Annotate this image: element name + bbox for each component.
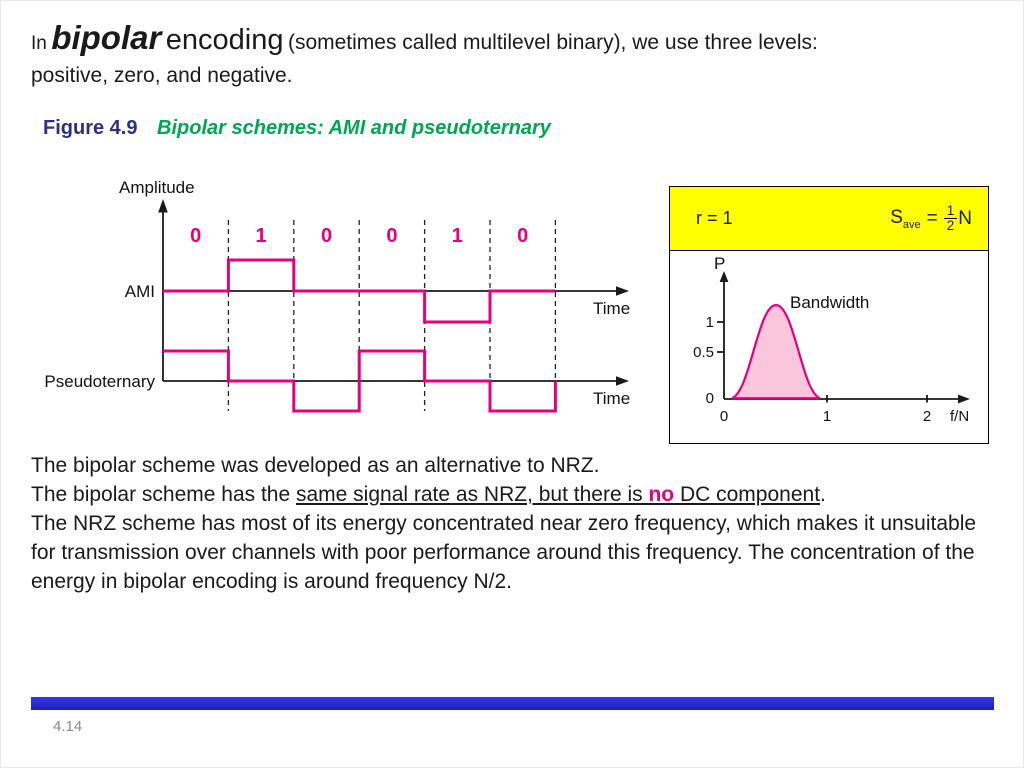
underlined-text-b: DC component — [674, 483, 821, 506]
intro-rest: (sometimes called multilevel binary), we… — [287, 31, 818, 54]
intro-term-bipolar: bipolar — [51, 19, 162, 56]
underlined-text-a: same signal rate as NRZ, but there is — [295, 483, 649, 506]
bandwidth-label: Bandwidth — [790, 293, 869, 312]
bandwidth-chart: P 1 0.5 0 0 1 2 f/N Bandwidth — [693, 254, 970, 425]
bit-boundary-lines — [227, 220, 557, 411]
y-tick-05: 0.5 — [693, 344, 714, 361]
bandwidth-panel-header: r = 1 Save = 1 2 N — [670, 187, 988, 251]
body-line-2: The bipolar scheme has the same signal r… — [31, 480, 996, 509]
pseudoternary-time-axis-arrow — [616, 376, 629, 386]
pseudoternary-time-label: Time — [593, 389, 630, 408]
bit-value: 0 — [190, 225, 201, 247]
body-line-1: The bipolar scheme was developed as an a… — [31, 454, 600, 477]
figure-number: Figure 4.9 — [43, 117, 138, 139]
s-symbol: Save — [890, 207, 920, 231]
fraction-denominator: 2 — [943, 218, 958, 233]
no-emphasis: no — [648, 483, 675, 506]
intro-line-2: positive, zero, and negative. — [31, 63, 293, 87]
p-axis-label: P — [714, 254, 725, 273]
footer-bar — [31, 697, 994, 710]
bandwidth-panel: r = 1 Save = 1 2 N P — [669, 186, 989, 444]
intro-prefix: In — [31, 33, 47, 54]
intro-line-1: In bipolar encoding (sometimes called mu… — [31, 17, 996, 60]
one-half-fraction: 1 2 — [943, 202, 958, 233]
bit-value: 1 — [256, 225, 267, 247]
fraction-numerator: 1 — [946, 202, 955, 218]
amplitude-label: Amplitude — [119, 178, 195, 197]
figure-caption: Figure 4.9 Bipolar schemes: AMI and pseu… — [43, 117, 551, 140]
intro-text: In bipolar encoding (sometimes called mu… — [31, 17, 996, 89]
fn-axis-label: f/N — [950, 408, 969, 425]
x-axis-arrow — [958, 394, 970, 404]
pseudoternary-waveform — [163, 349, 557, 413]
page-number: 4.14 — [53, 718, 83, 735]
bit-value: 0 — [517, 225, 528, 247]
y-tick-1: 1 — [706, 314, 714, 331]
x-tick-1: 1 — [823, 408, 831, 425]
body-text: The bipolar scheme was developed as an a… — [31, 451, 996, 596]
equals-sign: = — [926, 207, 938, 229]
ami-waveform — [163, 258, 556, 324]
x-tick-0: 0 — [720, 408, 728, 425]
intro-term-encoding: encoding — [165, 24, 284, 56]
ami-time-label: Time — [593, 299, 630, 318]
bandwidth-curve — [731, 303, 821, 400]
y-tick-0: 0 — [706, 390, 714, 407]
y-axis-arrow — [719, 271, 729, 282]
bandwidth-y-axis — [717, 271, 729, 399]
r-value-label: r = 1 — [696, 208, 733, 228]
figure-title: Bipolar schemes: AMI and pseudoternary — [157, 117, 551, 139]
amplitude-axis — [158, 199, 168, 381]
bit-values-row: 0 1 0 0 1 0 — [190, 225, 528, 247]
average-signal-rate-formula: Save = 1 2 N — [890, 202, 972, 233]
x-tick-2: 2 — [923, 408, 931, 425]
bit-value: 0 — [386, 225, 397, 247]
bit-value: 1 — [452, 225, 463, 247]
ami-time-axis-arrow — [616, 286, 629, 296]
body-paragraph: The NRZ scheme has most of its energy co… — [31, 512, 977, 593]
bit-value: 0 — [321, 225, 332, 247]
amplitude-axis-arrow — [158, 199, 168, 213]
s-base: S — [890, 206, 903, 228]
s-subscript: ave — [902, 218, 921, 231]
body-line-2-suffix: . — [820, 483, 826, 506]
underlined-phrase: same signal rate as NRZ, but there is no… — [296, 483, 820, 506]
pseudoternary-label: Pseudoternary — [44, 372, 155, 391]
ami-label: AMI — [125, 282, 155, 301]
n-symbol: N — [958, 207, 972, 229]
body-line-2-prefix: The bipolar scheme has the — [31, 483, 296, 506]
